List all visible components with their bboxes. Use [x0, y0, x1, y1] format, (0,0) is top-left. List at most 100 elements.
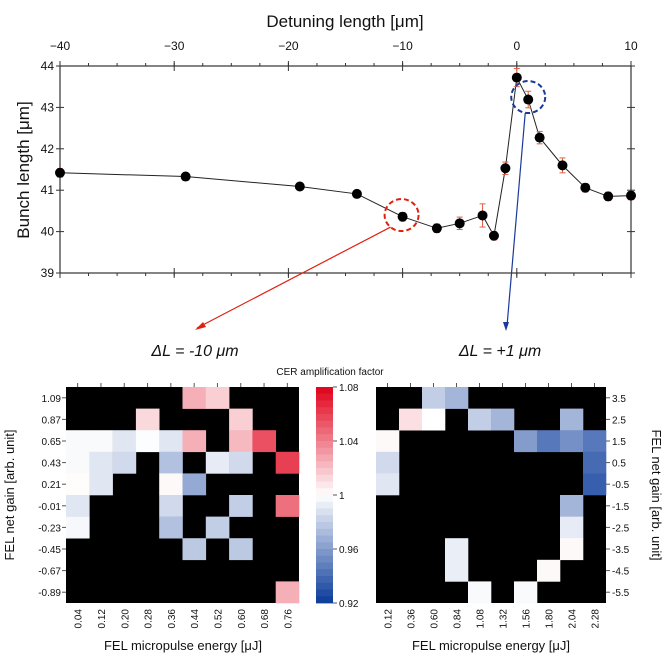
- colorbar-tick-label: 0.92: [339, 599, 359, 610]
- x-tick-label: −10: [392, 39, 413, 53]
- y-tick-label: 41: [41, 183, 55, 197]
- heatmap-cell: [376, 451, 400, 474]
- y-tick-label: 3.5: [612, 394, 626, 405]
- data-point: [557, 160, 568, 171]
- arrowhead-plus1: [503, 322, 509, 331]
- heatmap-cell: [112, 430, 137, 453]
- data-point: [603, 191, 614, 202]
- heatmap-cell: [275, 581, 300, 604]
- heatmap-cell: [514, 430, 538, 453]
- x-tick-label: 0.12: [384, 609, 395, 629]
- data-point: [523, 94, 534, 105]
- heatmap-cell: [182, 430, 207, 453]
- y-tick-label: 2.5: [612, 415, 626, 426]
- x-tick-label: 0.04: [74, 609, 85, 629]
- heatmap-cell: [560, 495, 584, 517]
- heatmap-cell: [229, 408, 253, 431]
- x-tick-label: 0.60: [237, 609, 248, 629]
- data-point: [477, 210, 488, 221]
- colorbar-segment: [316, 542, 333, 550]
- y-tick-label: 0.43: [42, 459, 62, 470]
- y-tick-label: 1.09: [42, 394, 62, 405]
- data-point: [511, 72, 522, 83]
- heatmap-cell: [252, 430, 276, 453]
- data-point: [180, 171, 191, 182]
- heatmap-cell: [275, 495, 300, 517]
- heatmap-cell: [159, 451, 183, 474]
- x-tick-label: 1.08: [476, 609, 487, 629]
- colorbar-segment: [316, 387, 333, 395]
- colorbar-title: CER amplification factor: [276, 367, 384, 378]
- colorbar-segment: [316, 474, 333, 482]
- x-tick-label: 0.20: [120, 609, 131, 629]
- y-tick-label: 44: [41, 59, 55, 73]
- colorbar-segment: [316, 582, 333, 590]
- x-tick-label: 2.28: [591, 609, 602, 629]
- heatmap-cell: [135, 408, 160, 431]
- x-tick-label: 0.68: [260, 609, 271, 629]
- y-tick-label: -0.01: [38, 502, 61, 513]
- heatmap-cell: [376, 473, 400, 496]
- x-tick-label: 1.32: [499, 609, 510, 629]
- data-point: [431, 223, 442, 234]
- colorbar-segment: [316, 414, 333, 422]
- x-tick-label: 10: [624, 39, 638, 53]
- x-tick-label: −20: [278, 39, 299, 53]
- data-point: [397, 211, 408, 222]
- heatmap-cell: [560, 538, 584, 561]
- heatmap-cell: [275, 451, 300, 474]
- y-tick-label: -0.45: [38, 545, 61, 556]
- colorbar-segment: [316, 407, 333, 415]
- left-heatmap-y-label: FEL net gain [arb. unit]: [2, 429, 17, 560]
- data-point: [294, 181, 305, 192]
- heatmap-cell: [159, 516, 183, 539]
- heatmap-cell: [445, 387, 469, 409]
- heatmap-cell: [583, 451, 607, 474]
- heatmap-right: FEL micropulse energy [μJ] FEL net gain …: [376, 383, 664, 653]
- y-tick-label: 0.87: [42, 415, 62, 426]
- x-tick-label: 0.36: [407, 609, 418, 629]
- heatmap-cell: [89, 451, 113, 474]
- heatmap-cell: [159, 473, 183, 496]
- colorbar-segment: [316, 522, 333, 530]
- colorbar-segment: [316, 447, 333, 455]
- x-tick-label: 0.12: [97, 609, 108, 629]
- heatmap-cell: [182, 473, 207, 496]
- heatmap-cell: [399, 408, 423, 431]
- annotations: ΔL = -10 μm ΔL = +1 μm: [150, 80, 547, 360]
- y-tick-label: 39: [41, 266, 55, 280]
- colorbar-segment: [316, 515, 333, 523]
- heatmap-cell: [159, 495, 183, 517]
- x-tick-label: 0: [513, 39, 520, 53]
- heatmap-cell: [182, 538, 207, 561]
- heatmap-cell: [229, 538, 253, 561]
- heatmap-cell: [229, 495, 253, 517]
- y-tick-label: 43: [41, 100, 55, 114]
- colorbar-segment: [316, 434, 333, 442]
- data-point: [488, 230, 499, 241]
- y-tick-label: 42: [41, 142, 55, 156]
- colorbar-segment: [316, 549, 333, 557]
- colorbar-segment: [316, 393, 333, 401]
- heatmap-cell: [89, 473, 113, 496]
- heatmap-cell: [537, 430, 561, 453]
- colorbar-segment: [316, 468, 333, 476]
- colorbar-tick-label: 1: [339, 491, 345, 502]
- top-x-axis-label: Detuning length [μm]: [266, 12, 423, 31]
- heatmap-cell: [422, 387, 446, 409]
- colorbar-segment: [316, 495, 333, 503]
- y-tick-label: -4.5: [612, 567, 630, 578]
- heatmap-cell: [537, 559, 561, 582]
- data-point: [580, 182, 591, 193]
- y-tick-label: 0.65: [42, 437, 62, 448]
- heatmap-cell: [514, 581, 538, 604]
- x-tick-label: 0.52: [213, 609, 224, 629]
- x-tick-label: −40: [50, 39, 71, 53]
- heatmap-cell: [182, 387, 207, 409]
- heatmap-cell: [112, 451, 137, 474]
- y-tick-label: -0.89: [38, 588, 61, 599]
- x-tick-label: 0.28: [144, 609, 155, 629]
- x-tick-label: 0.36: [167, 609, 178, 629]
- y-tick-label: -3.5: [612, 545, 630, 556]
- highlight-circle-minus10: [383, 198, 420, 233]
